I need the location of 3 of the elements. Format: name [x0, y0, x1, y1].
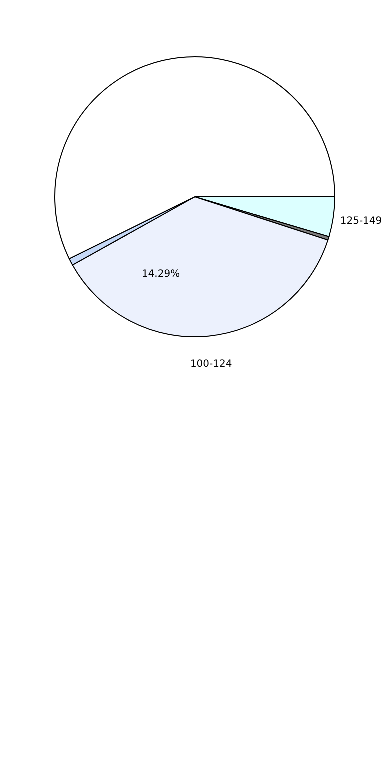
slice-label: 100-124: [190, 359, 232, 370]
slice-label: 125-149: [340, 216, 382, 228]
text: 14.29%: [142, 269, 180, 280]
